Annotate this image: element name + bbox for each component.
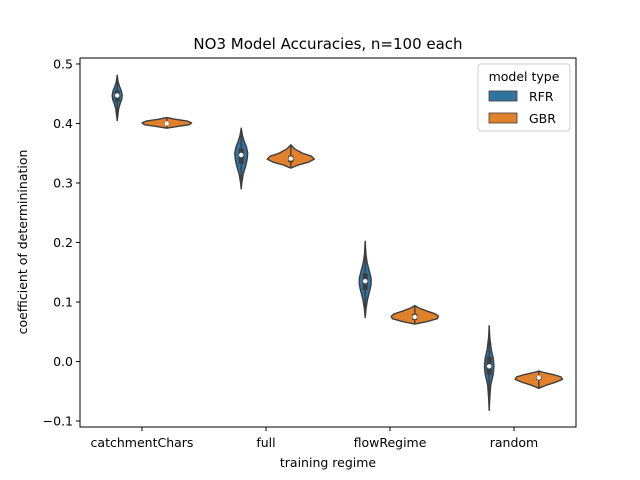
y-tick-label: 0.0 [53, 354, 73, 369]
x-axis: catchmentChars full flowRegime random [91, 427, 538, 450]
x-tick-label: full [256, 435, 275, 450]
violin-gbr-flowRegime [390, 304, 440, 325]
x-tick-label: flowRegime [354, 435, 427, 450]
violin-gbr-full [266, 144, 316, 169]
legend-swatch-rfr [488, 90, 518, 102]
legend-label-gbr: GBR [529, 111, 556, 126]
violin-rfr-full [234, 127, 249, 190]
legend-label-rfr: RFR [529, 89, 554, 104]
y-tick-label: 0.1 [53, 295, 73, 310]
y-tick-label: 0.5 [53, 56, 73, 71]
violin-rfr-catchmentChars [111, 74, 123, 122]
violin-median [239, 152, 244, 158]
violin-median [164, 121, 169, 126]
violin-gbr-catchmentChars [141, 116, 193, 129]
y-tick-label: 0.2 [53, 235, 73, 250]
x-tick-label: random [490, 435, 538, 450]
violin-median [363, 278, 368, 284]
violin-rfr-flowRegime [358, 240, 372, 319]
violin-rfr-random [483, 325, 495, 412]
legend-swatch-gbr [488, 112, 518, 124]
violin-median [487, 364, 492, 369]
violin-median [536, 375, 541, 380]
x-tick-label: catchmentChars [91, 435, 194, 450]
y-tick-label: 0.4 [53, 116, 73, 131]
legend-title: model type [489, 69, 560, 84]
violin-median [115, 93, 120, 98]
y-axis-label: coefficient of determinination [15, 150, 30, 335]
plot-area [111, 74, 564, 412]
y-tick-label: 0.3 [53, 175, 73, 190]
chart-title: NO3 Model Accuracies, n=100 each [193, 35, 462, 53]
violin-gbr-random [514, 370, 564, 390]
y-axis: −0.1 0.0 0.1 0.2 0.3 0.4 0.5 [43, 56, 80, 429]
violin-median [288, 156, 293, 161]
y-tick-label: −0.1 [43, 414, 73, 429]
violin-median [412, 314, 417, 320]
legend: model type RFR GBR [477, 63, 571, 132]
x-axis-label: training regime [280, 455, 377, 470]
